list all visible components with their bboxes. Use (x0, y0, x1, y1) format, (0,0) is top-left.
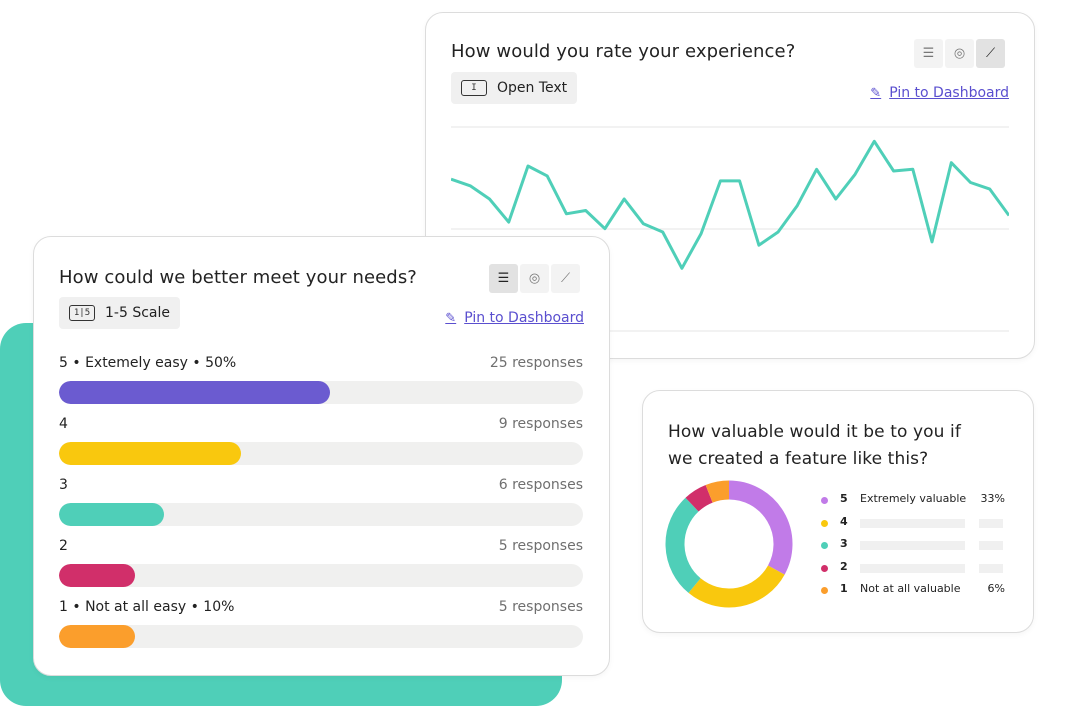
legend-number: 1 (840, 582, 848, 595)
bar-track (59, 381, 583, 404)
legend-item-4: 4 (821, 514, 1011, 537)
trend-line-series (451, 139, 1009, 270)
donut-slice-2 (685, 484, 714, 512)
bar-track (59, 625, 583, 648)
response-count: 5 responses (498, 599, 583, 615)
donut-slice-1 (705, 480, 730, 503)
bar-fill (59, 564, 135, 587)
legend-item-3: 3 (821, 536, 1011, 559)
bar-label: 2 (59, 538, 68, 554)
bar-label: 5 • Extemely easy • 50% (59, 355, 237, 371)
pin-to-dashboard-link[interactable]: ✎ Pin to Dashboard (870, 85, 1009, 101)
bar-label: 4 (59, 416, 68, 432)
valuable-donut-chart (665, 480, 793, 608)
needs-question-card: How could we better meet your needs? ☰ ◎… (33, 236, 610, 676)
legend-item-1: 1 Not at all valuable 6% (821, 581, 1011, 604)
bar-track (59, 503, 583, 526)
pin-label: Pin to Dashboard (464, 310, 584, 326)
pin-label: Pin to Dashboard (889, 85, 1009, 101)
legend-placeholder-percent (979, 518, 1003, 528)
bar-fill (59, 503, 164, 526)
legend-item-2: 2 (821, 559, 1011, 582)
scale-icon: 1|5 (69, 305, 95, 321)
bar-track (59, 564, 583, 587)
donut-legend: 5 Extremely valuable 33% 4 3 2 1 Not at … (821, 491, 1011, 604)
card-title: How valuable would it be to you if we cr… (668, 419, 961, 473)
question-type-chip: 1|5 1-5 Scale (59, 297, 180, 329)
response-count: 9 responses (498, 416, 583, 432)
legend-placeholder-bar (860, 518, 965, 528)
donut-slice-4 (688, 565, 785, 608)
pin-to-dashboard-link[interactable]: ✎ Pin to Dashboard (445, 310, 584, 326)
donut-slice-5 (728, 480, 793, 575)
legend-label: Not at all valuable (860, 582, 961, 595)
card-title-line-1: How valuable would it be to you if (668, 422, 961, 442)
response-count: 5 responses (498, 538, 583, 554)
bar-list-icon[interactable]: ☰ (489, 264, 518, 293)
bar-fill (59, 442, 241, 465)
legend-dot (821, 542, 828, 549)
chat-bubble-icon[interactable]: ◎ (520, 264, 549, 293)
view-toggle-group: ☰ ◎ ⟋ (489, 264, 580, 293)
response-count: 25 responses (489, 355, 583, 371)
legend-dot (821, 519, 828, 527)
legend-percent: 33% (980, 492, 1005, 505)
legend-number: 4 (840, 514, 848, 528)
pin-icon: ✎ (870, 85, 882, 101)
question-type-label: Open Text (497, 80, 568, 96)
legend-placeholder-bar (860, 541, 965, 550)
card-title: How could we better meet your needs? (59, 267, 417, 288)
bar-fill (59, 381, 330, 404)
card-title: How would you rate your experience? (451, 41, 796, 62)
legend-dot (821, 497, 828, 504)
legend-number: 3 (840, 537, 848, 550)
bar-list-icon[interactable]: ☰ (914, 39, 943, 68)
legend-percent: 6% (987, 582, 1005, 595)
bar-fill (59, 625, 135, 648)
bar-track (59, 442, 583, 465)
legend-placeholder-percent (979, 563, 1003, 573)
response-count: 6 responses (498, 477, 583, 493)
trend-line-icon[interactable]: ⟋ (551, 264, 580, 293)
question-type-chip: I Open Text (451, 72, 578, 104)
bar-label: 3 (59, 477, 68, 493)
legend-number: 2 (840, 559, 848, 573)
legend-label: Extremely valuable (860, 492, 967, 505)
legend-dot (821, 587, 828, 594)
legend-number: 5 (840, 492, 848, 505)
chat-bubble-icon[interactable]: ◎ (945, 39, 974, 68)
legend-placeholder-percent (979, 541, 1003, 550)
bar-label: 1 • Not at all easy • 10% (59, 599, 235, 615)
question-type-label: 1-5 Scale (105, 305, 170, 321)
donut-slice-3 (665, 497, 701, 593)
valuable-question-card: How valuable would it be to you if we cr… (642, 390, 1034, 633)
legend-dot (821, 564, 828, 572)
view-toggle-group: ☰ ◎ ⟋ (914, 39, 1005, 68)
legend-item-5: 5 Extremely valuable 33% (821, 491, 1011, 514)
card-title-line-2: we created a feature like this? (668, 449, 929, 469)
pin-icon: ✎ (445, 310, 457, 326)
trend-line-icon[interactable]: ⟋ (976, 39, 1005, 68)
legend-placeholder-bar (860, 563, 965, 573)
text-field-icon: I (461, 80, 487, 96)
